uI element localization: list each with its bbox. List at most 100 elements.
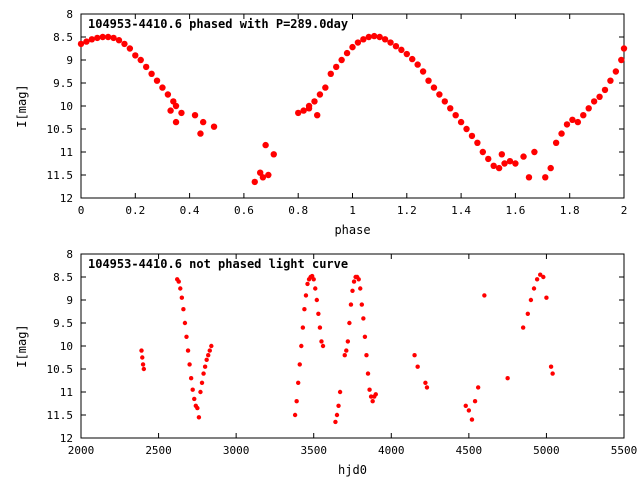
unphased-x-axis-title: hjd0: [338, 463, 367, 477]
phased-data-point: [349, 43, 356, 51]
phased-y-tick-label: 9: [66, 54, 73, 67]
phased-data-point: [262, 141, 269, 149]
phased-data-point: [618, 56, 625, 64]
phased-data-point: [547, 164, 554, 172]
phased-x-tick-label: 1.8: [560, 204, 580, 217]
phased-data-point: [569, 116, 576, 124]
phased-data-point: [256, 169, 264, 176]
phased-data-point: [558, 130, 565, 137]
phased-x-tick-label: 0: [78, 204, 85, 217]
phased-y-tick-label: 10.5: [47, 123, 74, 136]
phased-x-tick-label: 2: [621, 204, 628, 217]
phased-data-point: [99, 33, 106, 41]
phased-data-point: [501, 160, 508, 167]
phased-data-point: [115, 37, 123, 44]
unphased-data-point: [482, 293, 487, 298]
unphased-data-point: [182, 320, 188, 326]
phased-data-point: [430, 84, 438, 91]
phased-y-tick-label: 11.5: [47, 169, 74, 182]
phased-data-point: [148, 70, 155, 78]
unphased-data-point: [345, 339, 351, 344]
phased-y-tick-label: 10: [60, 100, 73, 113]
phased-x-tick-label: 1.6: [505, 204, 525, 217]
phased-data-point: [159, 84, 166, 91]
unphased-data-point: [320, 343, 326, 349]
phased-data-point: [468, 132, 476, 140]
phased-data-point: [392, 43, 400, 50]
phased-data-point: [265, 171, 272, 179]
unphased-data-point: [319, 339, 324, 344]
phased-data-point: [94, 34, 101, 42]
phased-data-point: [520, 153, 527, 160]
unphased-data-point: [140, 362, 146, 367]
unphased-data-point: [472, 399, 478, 404]
phased-data-point: [387, 39, 394, 46]
phased-data-point: [126, 45, 134, 52]
phased-y-tick-label: 8: [66, 8, 73, 21]
phased-data-point: [498, 151, 506, 158]
unphased-y-tick-label: 9: [66, 294, 73, 307]
unphased-data-point: [373, 392, 378, 397]
unphased-y-axis-title: I[mag]: [15, 324, 29, 367]
unphased-data-point: [367, 387, 372, 392]
phased-data-point: [612, 68, 620, 75]
unphased-data-point: [195, 405, 200, 411]
phased-data-point: [585, 105, 592, 112]
unphased-data-point: [534, 277, 540, 282]
unphased-data-point: [525, 311, 531, 316]
phased-y-axis: 8 8.5 9 9.5 10 10.5 11 11.5 12: [47, 8, 624, 205]
phased-x-tick-label: 1: [349, 204, 356, 217]
phased-data-point: [436, 91, 443, 98]
unphased-data-point: [350, 288, 355, 293]
phased-data-point: [338, 56, 345, 64]
phased-data-point: [83, 38, 90, 45]
unphased-data-point: [316, 311, 321, 316]
phased-data-point: [419, 68, 427, 75]
phased-data-point: [580, 112, 587, 119]
unphased-data-point: [198, 389, 203, 395]
unphased-data-point: [528, 297, 534, 303]
phased-data-point: [365, 33, 372, 41]
phased-data-point: [376, 33, 383, 41]
unphased-data-point: [206, 353, 211, 358]
unphased-data-point: [415, 364, 420, 369]
unphased-x-tick-label: 3500: [300, 444, 327, 457]
phased-data-point: [371, 32, 378, 40]
phased-x-tick-label: 1.4: [451, 204, 471, 217]
unphased-data-point: [362, 334, 368, 339]
unphased-data-point: [351, 279, 357, 284]
phased-data-point: [381, 36, 389, 43]
unphased-light-curve-panel: 2000 2500 3000 3500 4000 4500 5000 5500 8 8.5 9 9.…: [15, 248, 637, 477]
phased-plot-title: 104953-4410.6 phased with P=289.0day: [88, 17, 348, 31]
phased-x-tick-label: 1.2: [397, 204, 417, 217]
unphased-data-point: [469, 417, 475, 422]
unphased-data-point: [466, 408, 472, 413]
phased-data-point: [596, 93, 603, 101]
phased-data-point: [259, 174, 267, 181]
unphased-data-point: [199, 380, 205, 385]
unphased-data-point: [209, 343, 214, 349]
unphased-y-tick-label: 11.5: [47, 409, 74, 422]
phased-data-point: [167, 107, 174, 114]
unphased-data-points: [139, 272, 555, 425]
phased-data-point: [398, 46, 405, 54]
phased-data-point: [251, 178, 258, 186]
phased-x-tick-label: 0.8: [288, 204, 308, 217]
phased-data-point: [601, 86, 609, 94]
phased-data-point: [322, 84, 329, 91]
phased-x-tick-label: 0.4: [180, 204, 200, 217]
phased-data-point: [463, 125, 470, 133]
unphased-data-point: [463, 403, 468, 408]
unphased-y-tick-label: 8: [66, 248, 73, 261]
phased-data-point: [142, 63, 150, 71]
unphased-y-tick-label: 8.5: [53, 271, 73, 284]
phased-data-point: [197, 130, 204, 137]
phased-data-point: [452, 112, 459, 119]
phased-data-point: [153, 77, 161, 84]
unphased-plot-title: 104953-4410.6 not phased light curve: [88, 257, 348, 271]
phased-data-point: [425, 77, 432, 84]
phased-y-tick-label: 9.5: [53, 77, 73, 90]
phased-plot-frame: [80, 13, 625, 199]
unphased-data-point: [190, 387, 195, 392]
